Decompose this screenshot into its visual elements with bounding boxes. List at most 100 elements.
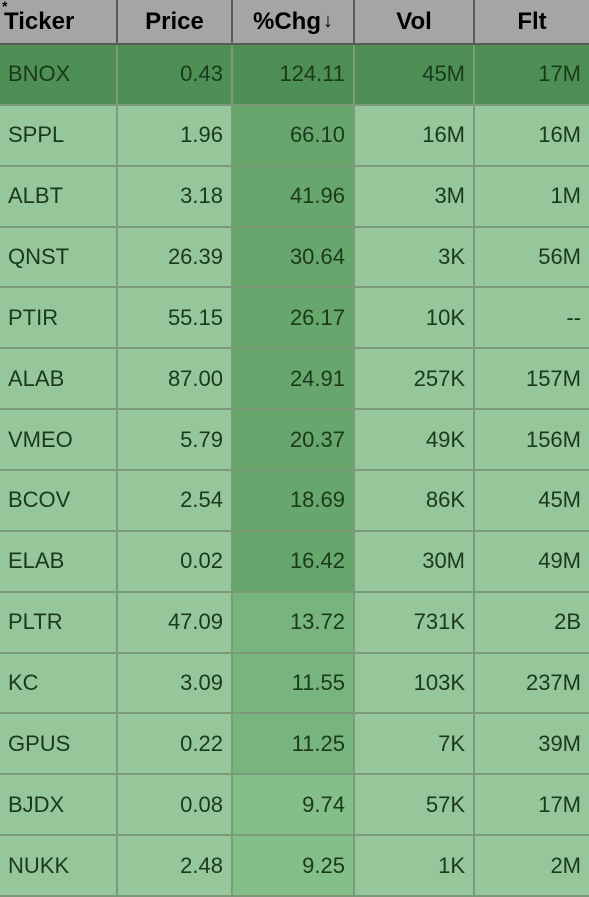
cell-flt: 2M — [475, 836, 589, 897]
cell-ticker-value: NUKK — [8, 853, 69, 879]
cell-ticker: BJDX — [0, 775, 118, 836]
cell-vol: 7K — [355, 714, 475, 775]
cell-price-value: 0.08 — [180, 792, 223, 818]
cell-chg: 24.91 — [233, 349, 355, 410]
cell-ticker-value: KC — [8, 670, 39, 696]
table-row[interactable]: SPPL 1.96 66.10 16M 16M — [0, 106, 589, 167]
cell-vol: 257K — [355, 349, 475, 410]
cell-vol-value: 10K — [426, 305, 465, 331]
cell-vol: 45M — [355, 45, 475, 106]
table-row[interactable]: ELAB0.0216.4230M49M — [0, 532, 589, 593]
cell-ticker-value: BJDX — [8, 792, 64, 818]
table-row[interactable]: NUKK 2.48 9.25 1K2M — [0, 836, 589, 897]
cell-ticker: ALBT — [0, 167, 118, 228]
table-row[interactable]: BNOX0.43124.1145M17M — [0, 45, 589, 106]
cell-flt: 45M — [475, 471, 589, 532]
cell-flt-value: 157M — [526, 366, 581, 392]
cell-price: 0.22 — [118, 714, 233, 775]
cell-price-value: 5.79 — [180, 427, 223, 453]
cell-chg: 26.17 — [233, 288, 355, 349]
cell-ticker-value: ALBT — [8, 183, 63, 209]
cell-ticker-value: SPPL — [8, 122, 64, 148]
cell-chg-value: 9.25 — [302, 853, 345, 879]
cell-vol-value: 57K — [426, 792, 465, 818]
table-row[interactable]: GPUS0.2211.257K39M — [0, 714, 589, 775]
cell-vol: 103K — [355, 654, 475, 715]
cell-vol-value: 16M — [422, 122, 465, 148]
table-row[interactable]: PTIR 55.15 26.17 10K -- — [0, 288, 589, 349]
cell-flt: 17M — [475, 775, 589, 836]
cell-chg: 13.72 — [233, 593, 355, 654]
cell-flt-value: 16M — [538, 122, 581, 148]
cell-vol-value: 86K — [426, 487, 465, 513]
cell-flt-value: 237M — [526, 670, 581, 696]
cell-chg-value: 9.74 — [302, 792, 345, 818]
cell-vol: 1K — [355, 836, 475, 897]
cell-ticker-value: ELAB — [8, 548, 64, 574]
cell-ticker-value: BNOX — [8, 61, 70, 87]
cell-price: 0.08 — [118, 775, 233, 836]
cell-price: 1.96 — [118, 106, 233, 167]
header-ticker[interactable]: * Ticker — [0, 0, 118, 45]
cell-vol-value: 3K — [438, 244, 465, 270]
cell-ticker-value: PTIR — [8, 305, 58, 331]
cell-vol: 16M — [355, 106, 475, 167]
cell-ticker: SPPL — [0, 106, 118, 167]
header-price[interactable]: Price — [118, 0, 233, 45]
cell-flt-value: 56M — [538, 244, 581, 270]
header-flt[interactable]: Flt — [475, 0, 589, 45]
cell-vol: 57K — [355, 775, 475, 836]
table-row[interactable]: BCOV2.5418.6986K45M — [0, 471, 589, 532]
cell-flt-value: 17M — [538, 792, 581, 818]
cell-flt: 157M — [475, 349, 589, 410]
cell-flt: -- — [475, 288, 589, 349]
table-row[interactable]: QNST 26.39 30.64 3K 56M — [0, 228, 589, 289]
cell-ticker: BCOV — [0, 471, 118, 532]
cell-ticker: NUKK — [0, 836, 118, 897]
cell-chg: 30.64 — [233, 228, 355, 289]
cell-ticker: PLTR — [0, 593, 118, 654]
table-header-row: * Ticker Price %Chg ↓ Vol Flt — [0, 0, 589, 45]
header-flt-label: Flt — [517, 8, 546, 36]
cell-chg-value: 16.42 — [290, 548, 345, 574]
cell-price-value: 55.15 — [168, 305, 223, 331]
cell-price: 26.39 — [118, 228, 233, 289]
cell-price-value: 2.54 — [180, 487, 223, 513]
header-vol[interactable]: Vol — [355, 0, 475, 45]
cell-ticker-value: VMEO — [8, 427, 73, 453]
cell-vol: 30M — [355, 532, 475, 593]
cell-flt: 156M — [475, 410, 589, 471]
table-row[interactable]: ALBT3.1841.963M1M — [0, 167, 589, 228]
cell-chg: 66.10 — [233, 106, 355, 167]
header-chg[interactable]: %Chg ↓ — [233, 0, 355, 45]
cell-price: 0.43 — [118, 45, 233, 106]
cell-price: 47.09 — [118, 593, 233, 654]
cell-flt-value: 49M — [538, 548, 581, 574]
cell-flt: 2B — [475, 593, 589, 654]
cell-ticker: KC — [0, 654, 118, 715]
cell-flt: 1M — [475, 167, 589, 228]
cell-flt: 56M — [475, 228, 589, 289]
cell-ticker: QNST — [0, 228, 118, 289]
cell-ticker-value: GPUS — [8, 731, 70, 757]
stock-table: * Ticker Price %Chg ↓ Vol Flt BNOX0.4312… — [0, 0, 589, 897]
cell-chg-value: 66.10 — [290, 122, 345, 148]
cell-chg: 9.74 — [233, 775, 355, 836]
cell-vol: 731K — [355, 593, 475, 654]
cell-chg: 9.25 — [233, 836, 355, 897]
table-row[interactable]: VMEO5.7920.3749K156M — [0, 410, 589, 471]
table-row[interactable]: BJDX 0.08 9.74 57K 17M — [0, 775, 589, 836]
cell-vol-value: 49K — [426, 427, 465, 453]
cell-price: 3.18 — [118, 167, 233, 228]
cell-price: 2.48 — [118, 836, 233, 897]
table-row[interactable]: KC3.0911.55103K237M — [0, 654, 589, 715]
cell-price-value: 26.39 — [168, 244, 223, 270]
cell-vol: 49K — [355, 410, 475, 471]
cell-flt-value: 45M — [538, 487, 581, 513]
table-row[interactable]: ALAB87.0024.91257K157M — [0, 349, 589, 410]
cell-price: 5.79 — [118, 410, 233, 471]
table-row[interactable]: PLTR47.0913.72731K2B — [0, 593, 589, 654]
cell-vol: 3K — [355, 228, 475, 289]
cell-flt-value: 1M — [550, 183, 581, 209]
table-body: BNOX0.43124.1145M17MSPPL1.9666.1016M16MA… — [0, 45, 589, 897]
